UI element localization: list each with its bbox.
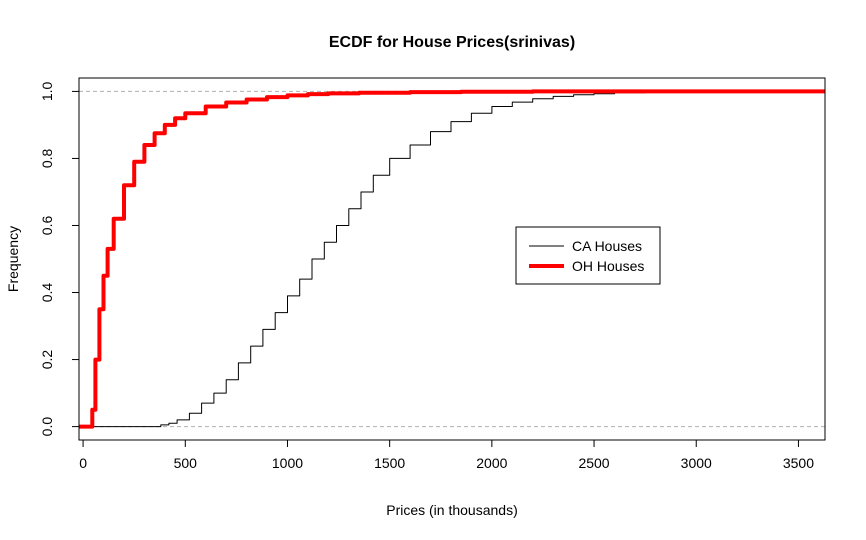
x-tick-label: 3000 — [681, 455, 712, 471]
legend-label: OH Houses — [572, 258, 644, 274]
y-axis-label: Frequency — [5, 226, 21, 292]
x-tick-label: 1500 — [374, 455, 405, 471]
legend-label: CA Houses — [572, 238, 642, 254]
y-tick-label: 0.4 — [39, 283, 55, 303]
x-axis: 0 500 1000 1500 2000 2500 3000 3500 — [79, 439, 814, 471]
x-tick-label: 0 — [79, 455, 87, 471]
plot-frame — [78, 77, 826, 441]
series-line-ca-houses — [79, 91, 646, 428]
x-axis-label: Prices (in thousands) — [386, 502, 518, 518]
x-tick-label: 2000 — [476, 455, 507, 471]
legend: CA Houses OH Houses — [515, 226, 661, 285]
y-tick-label: 0.0 — [39, 417, 55, 437]
y-tick-label: 0.8 — [39, 149, 55, 169]
x-tick-label: 500 — [174, 455, 198, 471]
y-axis: 0.0 0.2 0.4 0.6 0.8 1.0 — [39, 81, 80, 437]
x-tick-label: 3500 — [783, 455, 814, 471]
y-tick-label: 0.2 — [39, 350, 55, 370]
y-tick-label: 1.0 — [39, 81, 55, 101]
series-layer — [79, 89, 825, 429]
x-tick-label: 1000 — [272, 455, 303, 471]
y-tick-label: 0.6 — [39, 216, 55, 236]
chart-title: ECDF for House Prices(srinivas) — [329, 34, 575, 51]
series-line-oh-houses — [79, 89, 825, 429]
legend-box — [515, 226, 661, 285]
reference-lines — [79, 90, 825, 428]
x-tick-label: 2500 — [578, 455, 609, 471]
